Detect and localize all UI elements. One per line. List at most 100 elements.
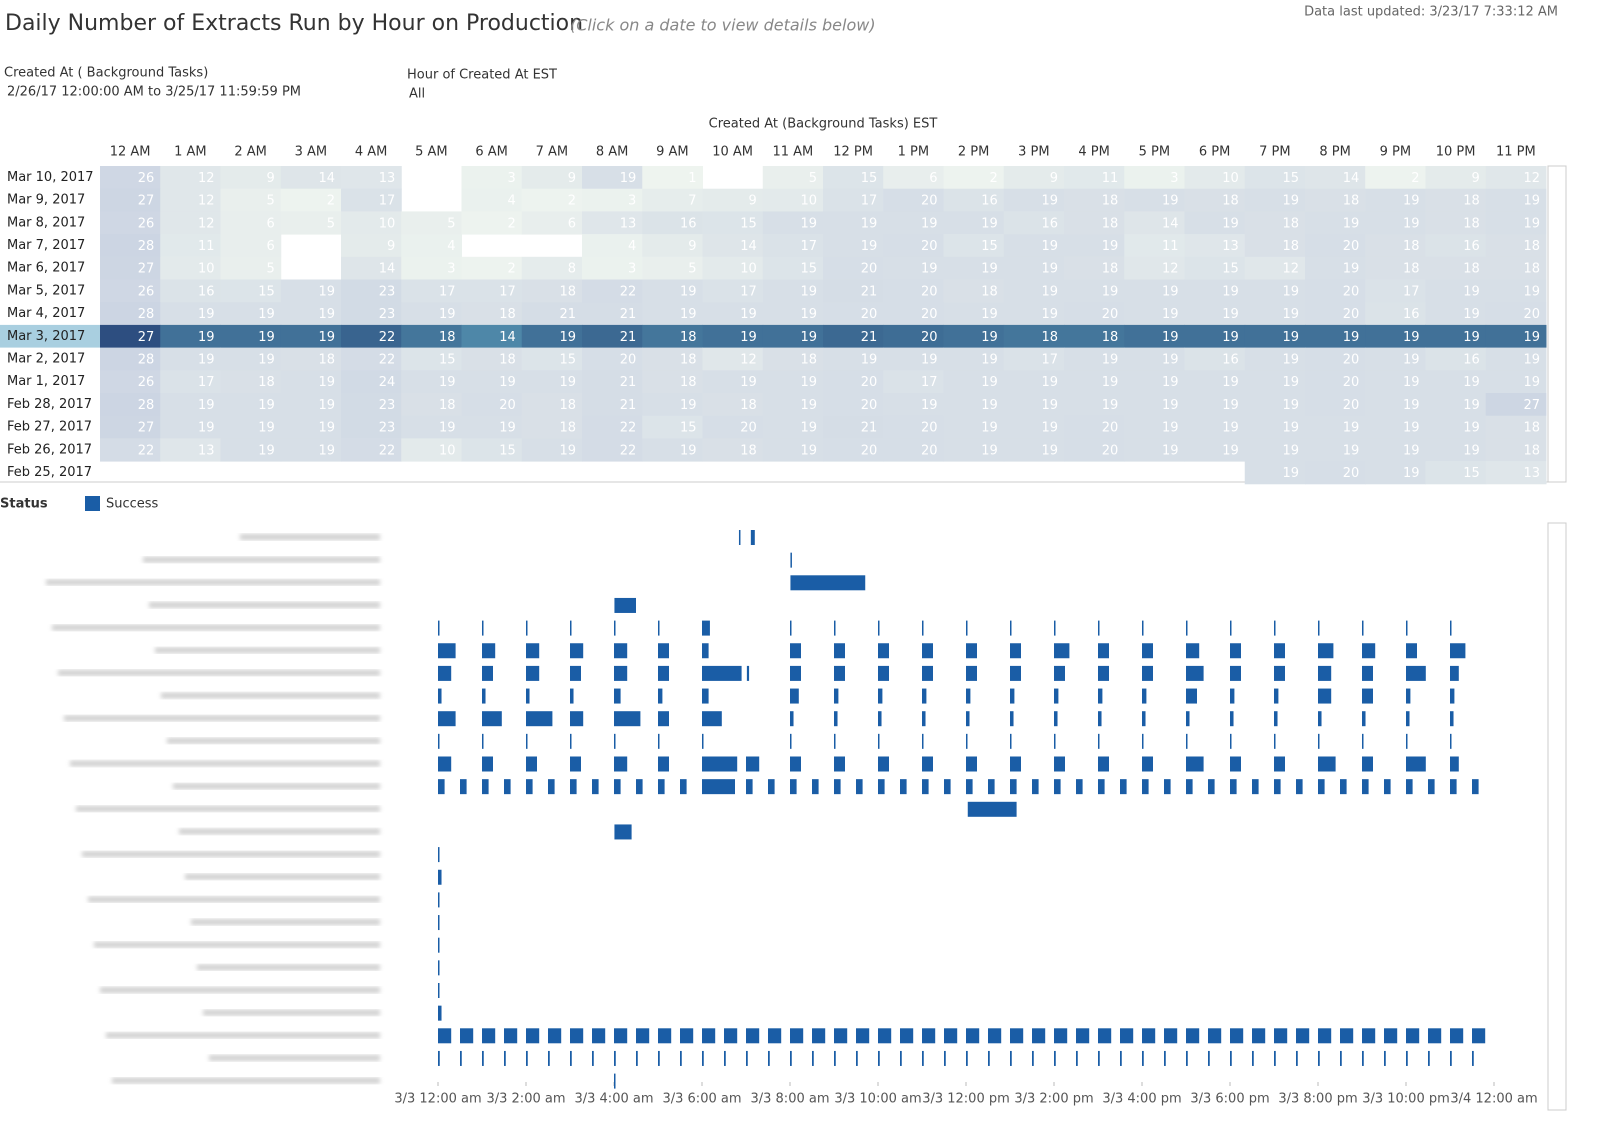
gantt-bar[interactable] bbox=[658, 779, 665, 795]
heatmap-cell[interactable] bbox=[1124, 438, 1185, 462]
gantt-bar[interactable] bbox=[504, 779, 511, 795]
heatmap-cell[interactable] bbox=[823, 188, 884, 212]
heatmap-cell[interactable] bbox=[401, 234, 462, 258]
heatmap-cell[interactable] bbox=[100, 211, 161, 235]
gantt-bar[interactable] bbox=[966, 1050, 968, 1066]
gantt-bar[interactable] bbox=[680, 779, 687, 795]
heatmap-cell[interactable] bbox=[642, 393, 703, 417]
gantt-bar[interactable] bbox=[1450, 756, 1459, 772]
heatmap-cell[interactable] bbox=[1305, 370, 1366, 394]
gantt-bar[interactable] bbox=[1186, 643, 1200, 659]
gantt-bar[interactable] bbox=[790, 779, 797, 795]
heatmap-cell[interactable] bbox=[762, 256, 824, 280]
gantt-bar[interactable] bbox=[790, 1028, 804, 1044]
heatmap-cell[interactable] bbox=[100, 188, 161, 212]
gantt-bar[interactable] bbox=[790, 688, 799, 704]
heatmap-cell[interactable] bbox=[582, 302, 643, 326]
row-label[interactable]: Mar 9, 2017 bbox=[7, 193, 85, 208]
gantt-bar[interactable] bbox=[1318, 756, 1336, 772]
heatmap-cell[interactable] bbox=[582, 370, 643, 394]
gantt-bar[interactable] bbox=[1142, 1028, 1156, 1044]
gantt-bar[interactable] bbox=[658, 711, 669, 727]
heatmap-cell[interactable] bbox=[341, 256, 402, 280]
gantt-bar[interactable] bbox=[1362, 756, 1373, 772]
gantt-bar[interactable] bbox=[614, 1073, 616, 1089]
gantt-bar[interactable] bbox=[1450, 733, 1452, 749]
gantt-bar[interactable] bbox=[790, 1050, 792, 1066]
gantt-bar[interactable] bbox=[1274, 1028, 1288, 1044]
row-label[interactable]: Feb 28, 2017 bbox=[7, 397, 92, 412]
gantt-bar[interactable] bbox=[834, 620, 836, 636]
gantt-bar[interactable] bbox=[746, 665, 750, 681]
gantt-bar[interactable] bbox=[966, 756, 977, 772]
heatmap-cell[interactable] bbox=[883, 279, 944, 303]
heatmap-cell[interactable] bbox=[1425, 438, 1487, 462]
heatmap-cell[interactable] bbox=[642, 324, 703, 349]
gantt-bar[interactable] bbox=[614, 711, 641, 727]
gantt-bar[interactable] bbox=[790, 756, 801, 772]
gantt-bar[interactable] bbox=[1230, 756, 1241, 772]
gantt-bar[interactable] bbox=[1230, 665, 1241, 681]
heatmap-cell[interactable] bbox=[1184, 166, 1246, 190]
gantt-bar[interactable] bbox=[768, 1028, 782, 1044]
heatmap-cell[interactable] bbox=[521, 347, 583, 371]
heatmap-cell[interactable] bbox=[160, 302, 221, 326]
heatmap-cell[interactable] bbox=[341, 324, 402, 349]
gantt-bar[interactable] bbox=[702, 665, 742, 681]
heatmap-cell[interactable] bbox=[280, 302, 342, 326]
heatmap-cell[interactable] bbox=[1305, 279, 1366, 303]
gantt-bar[interactable] bbox=[1340, 779, 1347, 795]
gantt-bar[interactable] bbox=[922, 688, 927, 704]
gantt-bar[interactable] bbox=[570, 779, 577, 795]
gantt-bar[interactable] bbox=[966, 1028, 980, 1044]
heatmap-cell[interactable] bbox=[461, 279, 523, 303]
heatmap-cell[interactable] bbox=[1124, 234, 1185, 258]
gantt-bar[interactable] bbox=[1274, 733, 1276, 749]
gantt-bar[interactable] bbox=[1098, 1028, 1112, 1044]
gantt-bar[interactable] bbox=[1318, 665, 1332, 681]
heatmap-cell[interactable] bbox=[100, 347, 161, 371]
gantt-bar[interactable] bbox=[1406, 620, 1408, 636]
gantt-bar[interactable] bbox=[900, 779, 907, 795]
heatmap-cell[interactable] bbox=[1244, 324, 1306, 349]
gantt-bar[interactable] bbox=[922, 620, 924, 636]
heatmap-cell[interactable] bbox=[1305, 166, 1366, 190]
gantt-bar[interactable] bbox=[570, 733, 572, 749]
gantt-bar[interactable] bbox=[1186, 688, 1197, 704]
heatmap-cell[interactable] bbox=[160, 188, 221, 212]
heatmap-cell[interactable] bbox=[160, 370, 221, 394]
heatmap-cell[interactable] bbox=[1485, 461, 1547, 485]
gantt-bar[interactable] bbox=[1318, 1028, 1332, 1044]
heatmap-cell[interactable] bbox=[823, 370, 884, 394]
gantt-bar[interactable] bbox=[900, 1028, 914, 1044]
gantt-bar[interactable] bbox=[944, 1028, 958, 1044]
heatmap-cell[interactable] bbox=[1365, 211, 1426, 235]
heatmap-cell[interactable] bbox=[642, 256, 703, 280]
gantt-bar[interactable] bbox=[790, 620, 792, 636]
heatmap-cell[interactable] bbox=[1425, 279, 1487, 303]
heatmap-cell[interactable] bbox=[461, 256, 523, 280]
row-label[interactable]: Mar 7, 2017 bbox=[7, 238, 85, 253]
gantt-bar[interactable] bbox=[856, 1050, 858, 1066]
heatmap-cell[interactable] bbox=[1003, 370, 1065, 394]
gantt-bar[interactable] bbox=[988, 1050, 990, 1066]
gantt-bar[interactable] bbox=[750, 530, 755, 545]
heatmap-cell[interactable] bbox=[1244, 370, 1306, 394]
heatmap-cell[interactable] bbox=[762, 415, 824, 439]
gantt-bar[interactable] bbox=[570, 665, 581, 681]
heatmap-cell[interactable] bbox=[1365, 279, 1426, 303]
gantt-bar[interactable] bbox=[526, 1050, 528, 1066]
gantt-bar[interactable] bbox=[1384, 779, 1391, 795]
heatmap-cell[interactable] bbox=[220, 347, 282, 371]
gantt-bar[interactable] bbox=[746, 1028, 760, 1044]
gantt-bar[interactable] bbox=[1230, 779, 1237, 795]
gantt-bar[interactable] bbox=[702, 1028, 716, 1044]
heatmap-cell[interactable] bbox=[1244, 461, 1306, 485]
gantt-bar[interactable] bbox=[967, 801, 1017, 817]
gantt-bar[interactable] bbox=[1120, 1028, 1134, 1044]
gantt-bar[interactable] bbox=[1142, 665, 1153, 681]
gantt-bar[interactable] bbox=[1010, 711, 1014, 727]
heatmap-cell[interactable] bbox=[642, 279, 703, 303]
gantt-bar[interactable] bbox=[790, 711, 794, 727]
heatmap-cell[interactable] bbox=[1485, 256, 1547, 280]
